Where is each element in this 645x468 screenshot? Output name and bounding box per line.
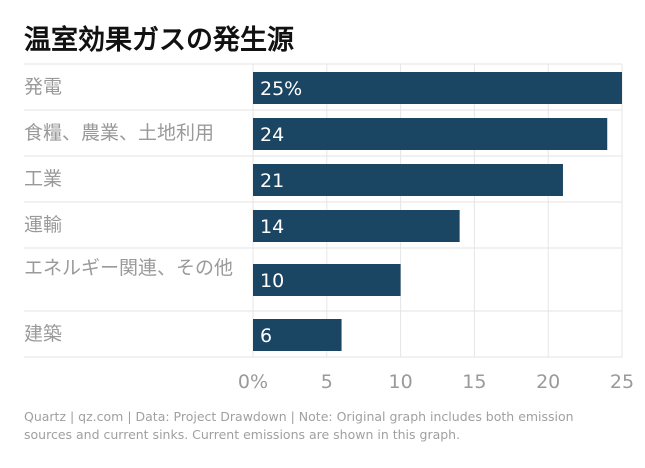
bar-value-label-1: 24 [260, 124, 284, 146]
x-tick-label-2: 10 [389, 371, 413, 393]
bar-value-label-2: 21 [260, 170, 284, 192]
category-label-5: 建築 [24, 323, 63, 345]
bar-3 [253, 210, 460, 242]
x-tick-label-1: 5 [321, 371, 333, 393]
x-tick-label-4: 20 [536, 371, 560, 393]
bar-value-label-3: 14 [260, 216, 284, 238]
bar-1 [253, 118, 608, 150]
category-label-2: 工業 [24, 168, 63, 190]
bar-value-label-4: 10 [260, 270, 284, 292]
bar-value-label-5: 6 [260, 325, 272, 347]
category-label-4: エネルギー関連、その他 [24, 257, 234, 279]
x-tick-label-3: 15 [462, 371, 486, 393]
chart-title: 温室効果ガスの発生源 [24, 25, 294, 56]
x-tick-label-0: 0% [238, 371, 268, 393]
bar-2 [253, 164, 563, 196]
bar-value-label-0: 25% [260, 78, 302, 100]
chart-footer: Quartz | qz.com | Data: Project Drawdown… [24, 409, 574, 442]
category-label-0: 発電 [24, 76, 63, 98]
x-tick-label-5: 25 [610, 371, 634, 393]
bar-5 [253, 319, 342, 351]
bar-chart: 25% 24 21 14 10 6 0% 5 10 15 20 25 [24, 63, 634, 393]
bar-0 [253, 72, 622, 104]
category-label-1: 食糧、農業、土地利用 [24, 122, 215, 144]
bar-4 [253, 264, 401, 296]
category-label-3: 運輸 [24, 214, 63, 236]
